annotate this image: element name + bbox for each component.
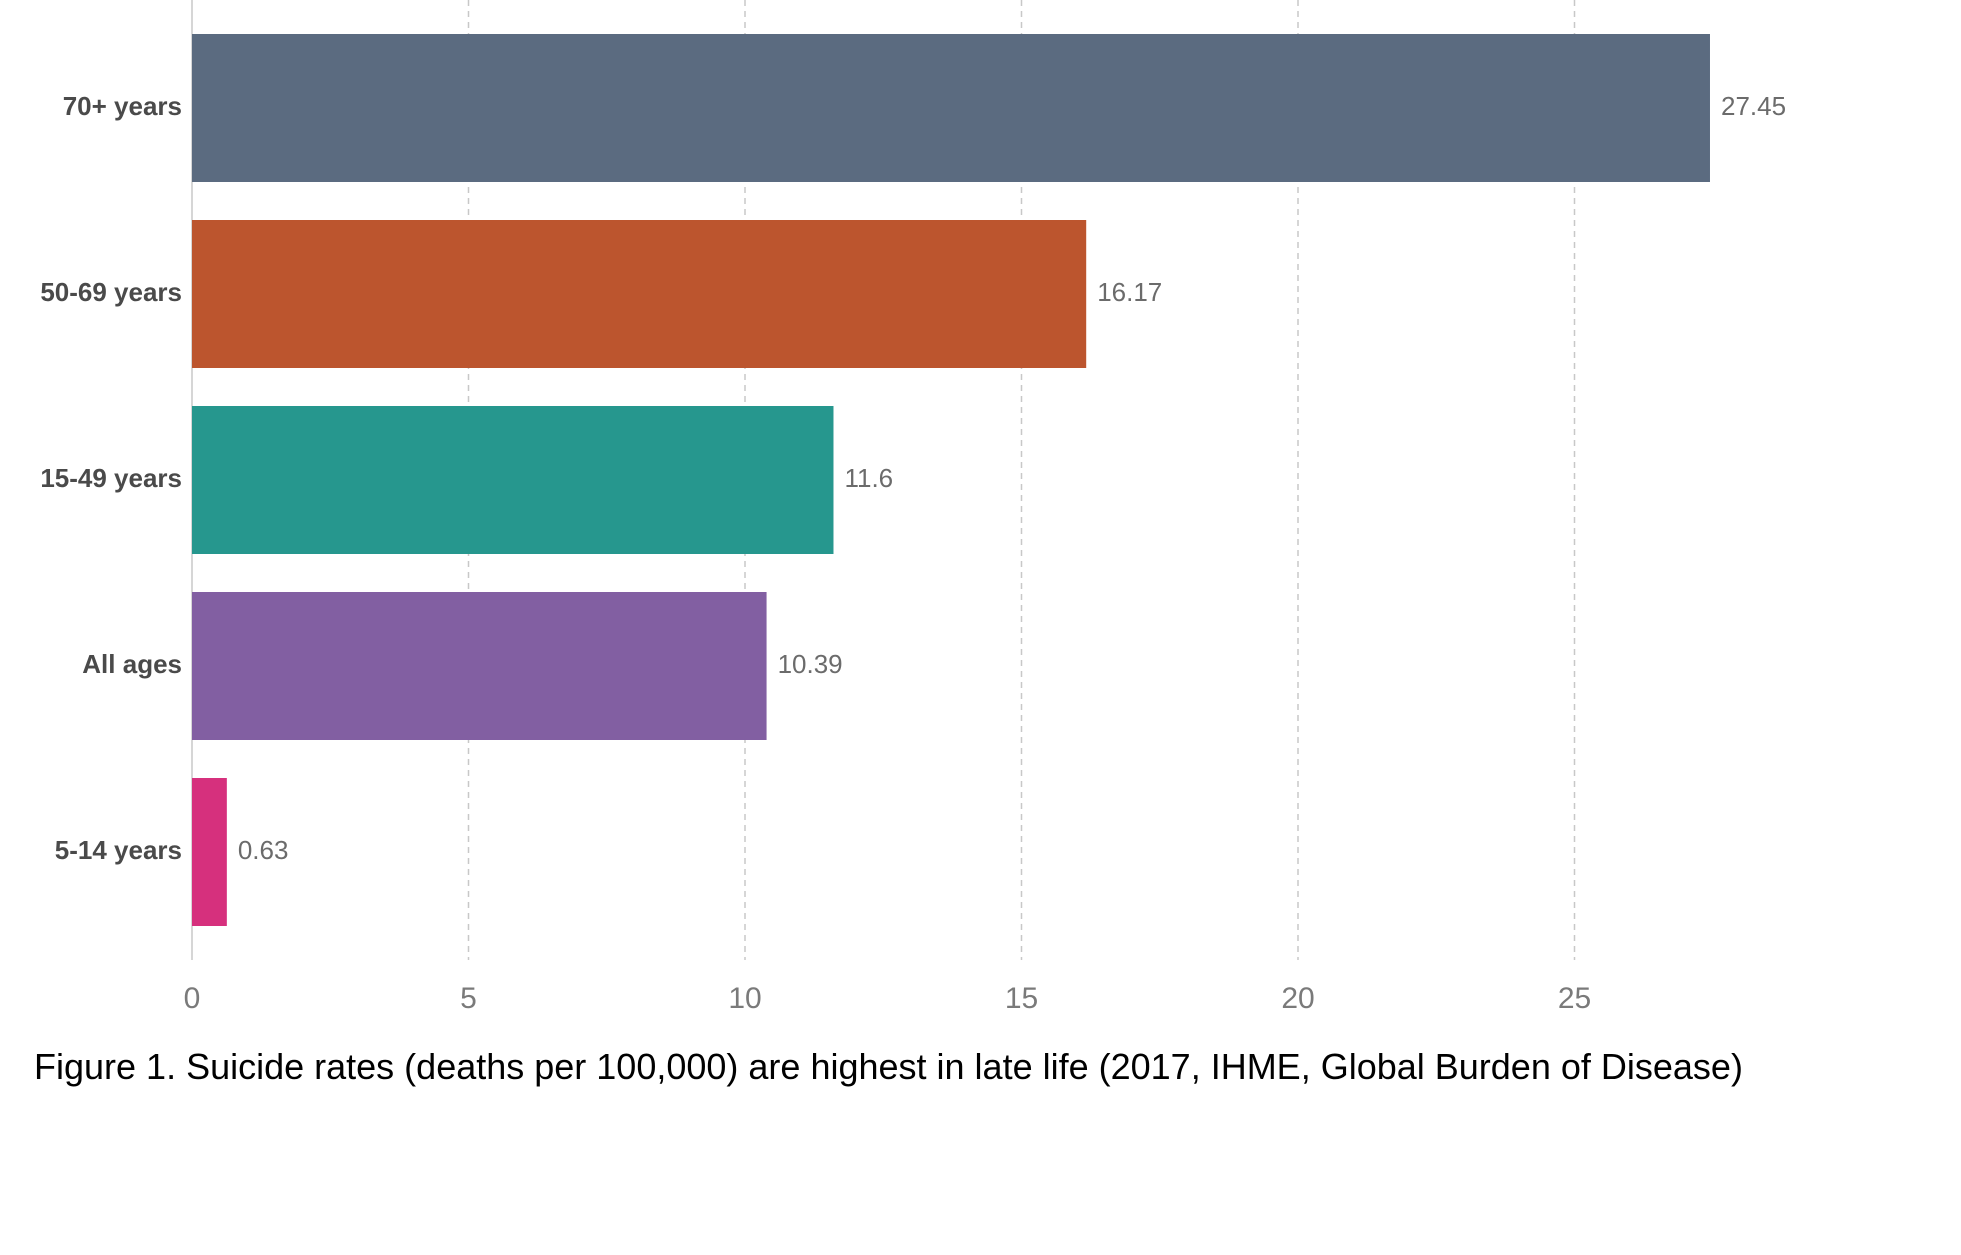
bar	[192, 406, 834, 554]
value-label: 27.45	[1721, 91, 1786, 121]
x-tick-label: 20	[1281, 982, 1314, 1015]
category-label: All ages	[82, 649, 182, 679]
bar-chart: 70+ years 50-69 years 15-49 years All ages 5…	[40, 0, 1786, 1015]
value-label: 11.6	[844, 463, 893, 493]
bar	[192, 778, 227, 926]
x-tick-label: 15	[1005, 982, 1038, 1015]
x-tick-label: 25	[1558, 982, 1591, 1015]
category-label: 15-49 years	[40, 463, 182, 493]
value-label: 16.17	[1097, 277, 1162, 307]
x-tick-label: 5	[460, 982, 477, 1015]
x-tick-labels: 0 5 10 15 20 25	[184, 982, 1592, 1015]
value-label: 10.39	[778, 649, 843, 679]
bars	[192, 34, 1710, 926]
category-labels: 70+ years 50-69 years 15-49 years All ages 5…	[40, 91, 182, 865]
value-label: 0.63	[238, 835, 289, 865]
category-label: 5-14 years	[55, 835, 182, 865]
x-tick-label: 10	[728, 982, 761, 1015]
bar	[192, 592, 767, 740]
value-labels: 27.45 16.17 11.6 10.39 0.63	[238, 91, 1786, 865]
figure-caption: Figure 1. Suicide rates (deaths per 100,…	[34, 1046, 1743, 1087]
bar	[192, 34, 1710, 182]
bar	[192, 220, 1087, 368]
category-label: 70+ years	[63, 91, 182, 121]
x-tick-label: 0	[184, 982, 201, 1015]
category-label: 50-69 years	[40, 277, 182, 307]
